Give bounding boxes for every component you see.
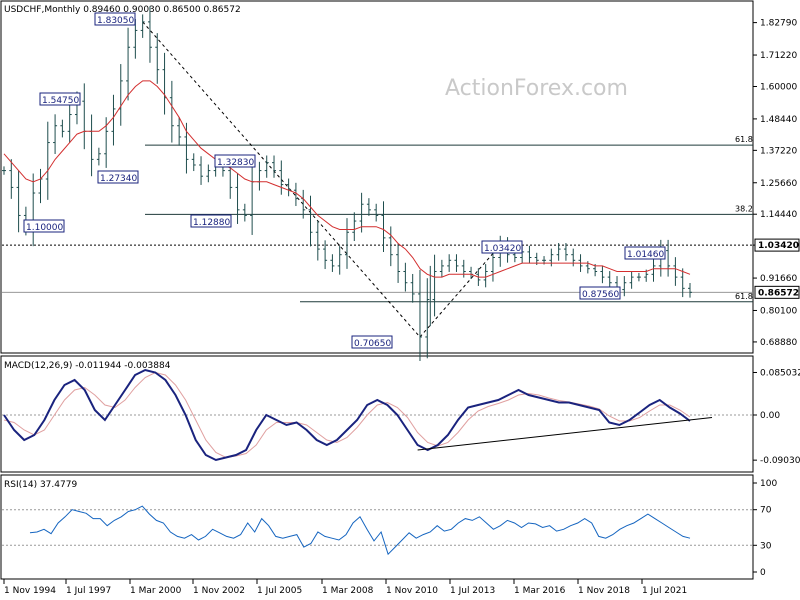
price-level-label: 1.01460 [627, 250, 664, 260]
fib-label: 61.8 [735, 292, 753, 301]
x-tick-label: 1 Nov 2018 [578, 586, 630, 596]
fibonacci-lines: 61.8 38.2 61.8 [2, 135, 753, 303]
x-tick-label: 1 Jul 2013 [450, 586, 495, 596]
watermark: ActionForex.com [445, 76, 628, 101]
price-tick-label: 1.48440 [760, 115, 797, 125]
price-tick-label: 1.25660 [760, 179, 797, 189]
macd-support-trendline [417, 417, 713, 451]
date-x-axis: 1 Nov 1994 1 Jul 1997 1 Mar 2000 1 Nov 2002… [3, 579, 687, 596]
trend-lines [142, 21, 501, 338]
price-level-label: 1.10000 [26, 223, 63, 233]
macd-panel-header: MACD(12,26,9) -0.011944 -0.003884 [4, 361, 171, 371]
rsi-panel-header: RSI(14) 37.4779 [4, 480, 77, 490]
macd-tick-label: 0.085032 [760, 368, 800, 378]
price-axis-tags: 1.03420 0.86572 [754, 238, 800, 299]
price-tick-label: 0.80100 [760, 306, 797, 316]
price-level-label: 1.54750 [42, 96, 79, 106]
x-tick-label: 1 Mar 2016 [514, 586, 566, 596]
resistance-tag: 1.03420 [758, 241, 799, 251]
price-level-box [190, 214, 232, 228]
rsi-y-axis: 100 70 30 0 [2, 479, 777, 578]
rsi-panel-frame [0, 474, 754, 580]
macd-tick-label: 0.00 [760, 411, 780, 421]
price-level-label: 1.32830 [217, 158, 254, 168]
x-tick-label: 1 Nov 1994 [4, 586, 56, 596]
price-level-label: 1.27340 [100, 174, 137, 184]
last-price-tag: 0.86572 [758, 288, 799, 298]
price-level-label: 1.03420 [484, 244, 521, 254]
price-tick-label: 1.14440 [760, 210, 797, 220]
price-level-box [39, 92, 81, 106]
macd-y-axis: 0.085032 0.00 -0.090302 [2, 368, 800, 466]
x-tick-label: 1 Jul 2005 [257, 586, 302, 596]
price-tick-label: 0.68880 [760, 338, 797, 348]
price-tick-label: 1.71220 [760, 51, 797, 61]
last-price-tag-box [754, 285, 800, 299]
price-level-box [624, 246, 666, 260]
price-level-box [351, 335, 393, 349]
moving-average [3, 80, 691, 278]
price-level-box [97, 170, 139, 184]
price-level-box [214, 154, 256, 168]
price-level-box [579, 286, 621, 300]
x-tick-label: 1 Nov 2010 [386, 586, 438, 596]
rsi-tick-label: 0 [760, 568, 766, 578]
x-tick-label: 1 Mar 2000 [130, 586, 182, 596]
x-tick-label: 1 Nov 2002 [193, 586, 245, 596]
price-level-labels: 1.83050 1.54750 1.27340 1.10000 1.32830 1.128… [23, 12, 666, 349]
rsi-tick-label: 30 [760, 541, 772, 551]
x-tick-label: 1 Mar 2008 [322, 586, 374, 596]
fib-label: 38.2 [735, 204, 753, 213]
trendline-up [419, 244, 501, 338]
macd-tick-label: -0.090302 [760, 456, 800, 466]
price-level-label: 1.12880 [193, 218, 230, 228]
rsi-line [29, 505, 691, 556]
rsi-tick-label: 100 [760, 479, 777, 489]
price-level-label: 1.83050 [97, 16, 134, 26]
rsi-tick-label: 70 [760, 506, 772, 516]
macd-main-line [3, 368, 691, 462]
price-level-label: 0.87560 [582, 290, 619, 300]
ma-line [3, 80, 691, 278]
macd-panel-frame [0, 355, 754, 473]
price-level-box [23, 219, 65, 233]
price-level-box [94, 12, 136, 26]
price-tick-label: 0.91660 [760, 274, 797, 284]
price-tick-label: 1.82790 [760, 19, 797, 29]
price-tick-label: 1.37220 [760, 146, 797, 156]
macd-lines [3, 368, 713, 462]
x-tick-label: 1 Jul 1997 [66, 586, 111, 596]
price-panel-header: USDCHF,Monthly 0.89460 0.90030 0.86500 0… [4, 5, 241, 15]
price-level-label: 0.70650 [354, 339, 391, 349]
price-tick-label: 1.60000 [760, 82, 797, 92]
trendline-down [142, 21, 421, 338]
x-tick-label: 1 Jul 2021 [642, 586, 687, 596]
resistance-tag-box [754, 238, 800, 252]
rsi-lines [29, 505, 691, 556]
fib-label: 61.8 [735, 135, 753, 144]
price-level-box [481, 240, 523, 254]
